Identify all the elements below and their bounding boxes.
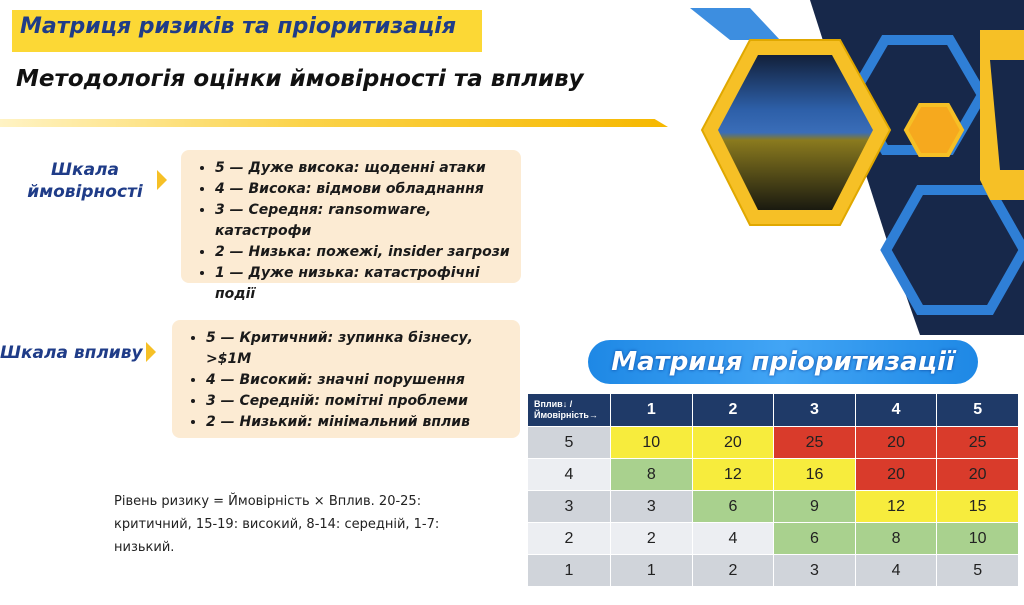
- column-header: 1: [610, 393, 693, 427]
- risk-cell: 15: [936, 490, 1019, 523]
- matrix-body: 5 10 20 25 20 25 4 8 12 16 20 20 3 3 6 9 12 15 2 2 4 6 8 10 1 1 2 3…: [527, 426, 1019, 587]
- risk-cell: 2: [691, 554, 775, 587]
- impact-list: 5 — Критичний: зупинка бізнесу, >$1M4 — …: [172, 328, 520, 433]
- column-header: 3: [773, 393, 856, 427]
- scale-item: 4 — Високий: значні порушення: [206, 370, 520, 391]
- impact-label: Шкала впливу: [0, 343, 143, 363]
- risk-cell: 8: [610, 458, 693, 491]
- row-header: 2: [527, 522, 611, 555]
- risk-cell: 16: [773, 458, 856, 491]
- risk-cell: 10: [610, 426, 693, 459]
- risk-cell: 5: [936, 554, 1019, 587]
- matrix-title-pill: [588, 340, 978, 384]
- column-header: 5: [936, 393, 1019, 427]
- risk-cell: 12: [691, 458, 775, 491]
- scale-item: 3 — Середня: ransomware, катастрофи: [215, 200, 521, 242]
- matrix-title: Матриця пріоритизації: [611, 347, 955, 377]
- column-header: 2: [691, 393, 775, 427]
- note: Рівень ризику = Ймовірність × Вплив. 20-…: [114, 494, 440, 555]
- row-header: 3: [527, 490, 611, 523]
- likelihood-box: 5 — Дуже висока: щоденні атаки4 — Висока…: [181, 150, 521, 302]
- corner-cell: Вплив↓ / Ймовірність→: [527, 393, 611, 427]
- blue-bar: [690, 8, 780, 40]
- risk-cell: 4: [854, 554, 938, 587]
- matrix-row: 4 8 12 16 20 20: [527, 458, 1019, 491]
- row-header: 1: [527, 554, 611, 587]
- ring-inner: [990, 60, 1024, 170]
- title: Матриця ризиків та пріоритизація: [20, 14, 456, 39]
- divider: [0, 119, 668, 127]
- cyber-graphic: [690, 0, 1024, 335]
- risk-cell: 6: [691, 490, 775, 523]
- row-header: 5: [527, 426, 611, 459]
- risk-cell: 20: [854, 426, 938, 459]
- scale-item: 3 — Середній: помітні проблеми: [206, 391, 520, 412]
- subtitle: Методологія оцінки ймовірності та впливу: [16, 66, 584, 92]
- risk-cell: 8: [854, 522, 938, 555]
- risk-cell: 10: [936, 522, 1019, 555]
- row-header: 4: [527, 458, 611, 491]
- risk-cell: 6: [773, 522, 856, 555]
- matrix-row: 2 2 4 6 8 10: [527, 522, 1019, 555]
- likelihood-label: Шкала ймовірності: [27, 160, 143, 202]
- scale-item: 5 — Критичний: зупинка бізнесу, >$1M: [206, 328, 520, 370]
- risk-cell: 25: [773, 426, 856, 459]
- risk-cell: 20: [936, 458, 1019, 491]
- scale-item: 5 — Дуже висока: щоденні атаки: [215, 158, 521, 179]
- risk-cell: 25: [936, 426, 1019, 459]
- risk-cell: 3: [773, 554, 856, 587]
- scale-item: 2 — Низька: пожежі, insider загрози: [215, 242, 521, 263]
- code-hexagon: [718, 55, 873, 210]
- arrow: [146, 342, 156, 362]
- risk-cell: 12: [854, 490, 938, 523]
- arrow: [157, 170, 167, 190]
- title-banner: [12, 10, 482, 52]
- small-hexagon: [903, 103, 965, 157]
- scale-item: 4 — Висока: відмови обладнання: [215, 179, 521, 200]
- risk-cell: 2: [610, 522, 693, 555]
- scale-item: 2 — Низький: мінімальний вплив: [206, 412, 520, 433]
- column-header: 4: [854, 393, 938, 427]
- risk-cell: 9: [773, 490, 856, 523]
- matrix-row: 3 3 6 9 12 15: [527, 490, 1019, 523]
- matrix-row: 5 10 20 25 20 25: [527, 426, 1019, 459]
- risk-cell: 20: [854, 458, 938, 491]
- risk-cell: 4: [691, 522, 775, 555]
- scale-item: 1 — Дуже низька: катастрофічні події: [215, 263, 521, 305]
- risk-cell: 20: [691, 426, 775, 459]
- likelihood-list: 5 — Дуже висока: щоденні атаки4 — Висока…: [181, 158, 521, 305]
- impact-box: 5 — Критичний: зупинка бізнесу, >$1M4 — …: [172, 320, 520, 438]
- risk-cell: 3: [610, 490, 693, 523]
- risk-cell: 1: [610, 554, 693, 587]
